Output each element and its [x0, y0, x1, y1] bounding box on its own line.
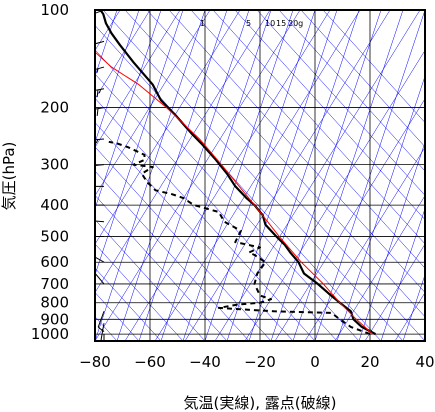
background-line [160, 10, 272, 341]
mixing-ratio-label: 1 [200, 19, 205, 28]
background-line [336, 75, 425, 341]
background-line [190, 10, 425, 269]
background-line [168, 10, 425, 293]
background-line [304, 146, 425, 341]
y-tick-label: 700 [40, 275, 69, 293]
y-tick-label: 400 [40, 196, 69, 214]
background-line [154, 10, 361, 341]
temperature-line [99, 10, 377, 336]
background-line [95, 194, 228, 341]
background-line [95, 219, 206, 341]
background-line [95, 10, 211, 197]
x-tick-label: −20 [244, 353, 276, 371]
background-line [95, 10, 271, 294]
x-tick-label: 20 [360, 353, 379, 371]
y-axis-title: 気圧(hPa) [0, 142, 18, 211]
y-tick-label: 1000 [31, 325, 69, 343]
plot-frame [94, 9, 426, 342]
wind-barb-staff [100, 323, 105, 340]
x-axis-title: 気温(実線), 露点(破線) [184, 394, 337, 412]
background-line [380, 207, 425, 341]
background-line [214, 10, 421, 341]
x-tick-label: −40 [189, 353, 221, 371]
background-lines [95, 10, 425, 341]
wind-barb-staff [97, 311, 105, 328]
x-tick-label: 40 [415, 353, 434, 371]
mixing-ratio-label: 10 [265, 19, 275, 28]
background-line [402, 274, 425, 341]
wind-barb-feather [98, 89, 102, 94]
parcel-line [95, 51, 374, 335]
background-line [358, 141, 425, 341]
background-line [234, 10, 425, 221]
background-line [248, 10, 360, 341]
background-line [95, 25, 382, 341]
data-series [95, 10, 377, 336]
background-line [278, 10, 425, 172]
background-line [95, 97, 316, 341]
wind-barb-feather [95, 139, 99, 144]
mixing-ratio-labels: 1 5 10 15 20g [200, 19, 303, 28]
background-line [244, 49, 425, 341]
background-line [102, 10, 404, 341]
wind-barb [95, 256, 105, 263]
x-tick-label: 0 [310, 353, 320, 371]
wind-barb-staff [95, 272, 105, 285]
background-line [95, 73, 338, 341]
mixing-ratio-label: 5 [246, 19, 251, 28]
y-tick-label: 100 [40, 1, 69, 19]
background-line [334, 195, 425, 341]
mixing-ratio-label: 20g [288, 19, 303, 28]
y-tick-label: 300 [40, 156, 69, 174]
grid [95, 10, 425, 341]
background-line [226, 10, 338, 341]
x-tick-label: −80 [79, 353, 111, 371]
y-tick-label: 800 [40, 294, 69, 312]
y-tick-label: 600 [40, 253, 69, 271]
background-line [146, 10, 425, 318]
background-line [182, 10, 294, 341]
background-line [300, 10, 425, 148]
background-line [95, 10, 151, 100]
background-line [292, 10, 404, 341]
background-line [95, 10, 140, 144]
wind-barb [103, 334, 105, 341]
background-line [95, 10, 162, 210]
background-line [95, 243, 184, 341]
background-line [95, 267, 162, 341]
wind-barb-feather [96, 89, 99, 98]
x-tick-labels: −80 −60 −40 −20 0 20 40 [79, 353, 434, 371]
background-line [95, 10, 181, 148]
background-line [95, 10, 241, 245]
y-tick-label: 200 [40, 99, 69, 117]
wind-barb-feather [96, 68, 99, 73]
background-line [95, 170, 250, 341]
background-line [322, 10, 425, 123]
background-line [184, 10, 391, 341]
mixing-ratio-label: 15 [276, 19, 286, 28]
dewpoint-line [108, 140, 371, 336]
background-line [95, 146, 272, 341]
background-line [270, 10, 382, 341]
wind-barb-feather [96, 108, 99, 116]
wind-barb [95, 272, 105, 285]
background-line [95, 10, 118, 77]
background-line [256, 10, 425, 196]
wind-barb-staff [95, 256, 105, 263]
background-line [138, 10, 250, 341]
background-line [212, 10, 425, 245]
background-line [116, 10, 228, 341]
y-tick-label: 500 [40, 228, 69, 246]
background-line [95, 10, 301, 341]
y-tick-label: 900 [40, 310, 69, 328]
x-tick-label: −60 [134, 353, 166, 371]
background-line [124, 10, 425, 341]
background-line [95, 10, 184, 276]
